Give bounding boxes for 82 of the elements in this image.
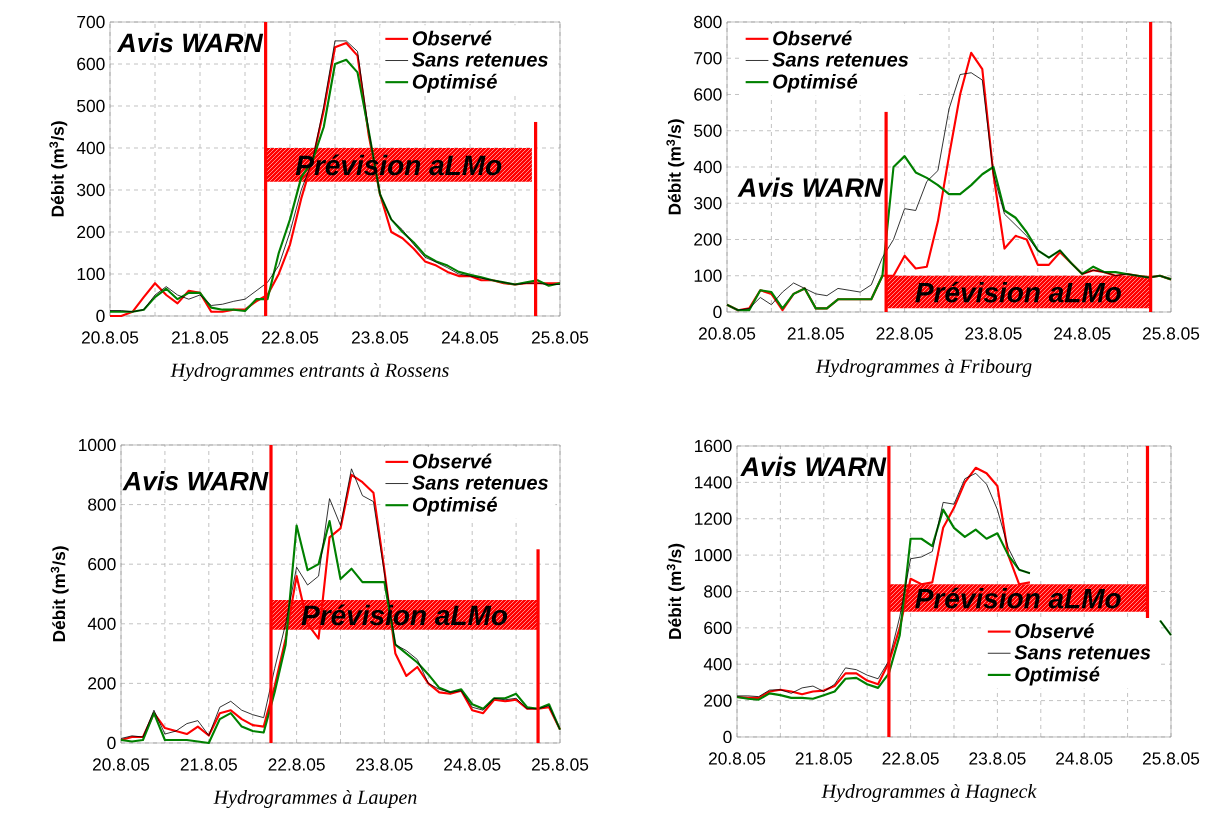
- y-tick-label: 300: [77, 183, 105, 197]
- band-label: Prévision aLMo: [915, 281, 1121, 303]
- x-tick-label: 23.8.05: [351, 331, 409, 344]
- y-tick-label: 1000: [695, 548, 732, 562]
- y-tick-label: 700: [694, 52, 722, 65]
- y-axis-title: Débit (m$^{3}$/s): [50, 546, 69, 642]
- y-tick-label: 500: [77, 99, 105, 113]
- x-tick-label: 24.8.05: [1054, 327, 1111, 340]
- x-tick-label: 22.8.05: [268, 758, 325, 771]
- x-tick-label: 23.8.05: [969, 752, 1026, 765]
- y-tick-label: 400: [87, 617, 116, 630]
- y-tick-label: 300: [694, 197, 722, 210]
- x-tick-label: 25.8.05: [1142, 752, 1200, 765]
- y-tick-label: 200: [694, 233, 722, 246]
- legend-label: Sans retenues: [1014, 645, 1151, 660]
- legend-label: Observé: [412, 453, 492, 469]
- y-axis-title: Débit (m$^{3}$/s): [49, 121, 68, 217]
- y-axis-title: Débit (m$^{3}$/s): [666, 119, 685, 215]
- legend-label: Sans retenues: [772, 52, 909, 67]
- legend-label: Optimisé: [412, 73, 497, 93]
- text: Hydrogrammes à Hagneck: [821, 783, 1037, 803]
- x-tick-label: 23.8.05: [965, 327, 1022, 340]
- legend-label: Optimisé: [773, 73, 858, 93]
- x-tick-label: 21.8.05: [795, 752, 852, 765]
- legend-label: Observé: [773, 30, 852, 46]
- y-tick-label: 0: [723, 730, 732, 744]
- ref-line-label: Avis WARN: [737, 177, 884, 198]
- x-tick-label: 24.8.05: [444, 758, 501, 771]
- y-tick-label: 500: [694, 124, 722, 137]
- y-tick-label: 700: [77, 15, 105, 29]
- y-tick-label: 1200: [695, 512, 732, 525]
- y-tick-label: 600: [694, 88, 722, 101]
- y-tick-label: 200: [77, 225, 105, 239]
- x-tick-label: 25.8.05: [531, 331, 589, 344]
- y-tick-label: 1600: [695, 439, 732, 453]
- x-tick-label: 21.8.05: [180, 758, 237, 771]
- legend-label: Observé: [412, 30, 492, 46]
- x-tick-label: 20.8.05: [92, 758, 150, 771]
- text: Hydrogrammes à Laupen: [213, 789, 417, 809]
- y-tick-label: 100: [77, 267, 105, 281]
- legend-label: Optimisé: [412, 496, 497, 516]
- x-tick-label: 21.8.05: [787, 327, 844, 340]
- ref-line-label: Avis WARN: [116, 32, 264, 53]
- x-tick-label: 23.8.05: [356, 758, 413, 771]
- x-tick-label: 25.8.05: [1142, 327, 1200, 340]
- ref-line-label: Avis WARN: [122, 470, 269, 491]
- x-tick-label: 24.8.05: [1056, 752, 1113, 765]
- x-tick-label: 21.8.05: [171, 331, 229, 344]
- legend-label: Sans retenues: [412, 475, 548, 490]
- y-tick-label: 400: [703, 658, 732, 671]
- y-tick-label: 600: [77, 57, 105, 71]
- x-tick-label: 22.8.05: [876, 327, 933, 340]
- y-tick-label: 800: [694, 15, 722, 29]
- y-tick-label: 800: [704, 585, 732, 598]
- legend-label: Observé: [1015, 623, 1094, 639]
- y-tick-label: 0: [107, 736, 116, 750]
- x-tick-label: 22.8.05: [882, 752, 939, 765]
- y-tick-label: 400: [693, 160, 722, 174]
- y-tick-label: 600: [88, 558, 116, 571]
- y-tick-label: 0: [96, 309, 105, 323]
- x-tick-label: 20.8.05: [708, 752, 766, 765]
- x-tick-label: 20.8.05: [698, 327, 756, 340]
- legend-label: Sans retenues: [412, 52, 548, 67]
- x-tick-label: 20.8.05: [81, 331, 139, 344]
- text: Hydrogrammes entrants à Rossens: [170, 362, 449, 382]
- y-tick-label: 800: [88, 498, 116, 511]
- y-tick-label: 400: [76, 141, 105, 155]
- x-tick-label: 24.8.05: [441, 331, 499, 344]
- legend-label: Optimisé: [1015, 666, 1100, 686]
- ref-line-label: Avis WARN: [740, 456, 887, 477]
- y-tick-label: 0: [713, 305, 722, 319]
- band-label: Prévision aLMo: [915, 587, 1121, 609]
- y-tick-label: 600: [704, 621, 732, 634]
- text: Hydrogrammes à Fribourg: [815, 358, 1032, 378]
- y-tick-label: 1000: [79, 438, 116, 452]
- y-tick-label: 200: [704, 694, 732, 707]
- y-tick-label: 1400: [695, 476, 732, 489]
- y-tick-label: 200: [88, 677, 116, 690]
- x-tick-label: 25.8.05: [531, 758, 589, 771]
- y-axis-title: Débit (m$^{3}$/s): [666, 543, 685, 639]
- y-tick-label: 100: [694, 269, 722, 282]
- x-tick-label: 22.8.05: [261, 331, 319, 344]
